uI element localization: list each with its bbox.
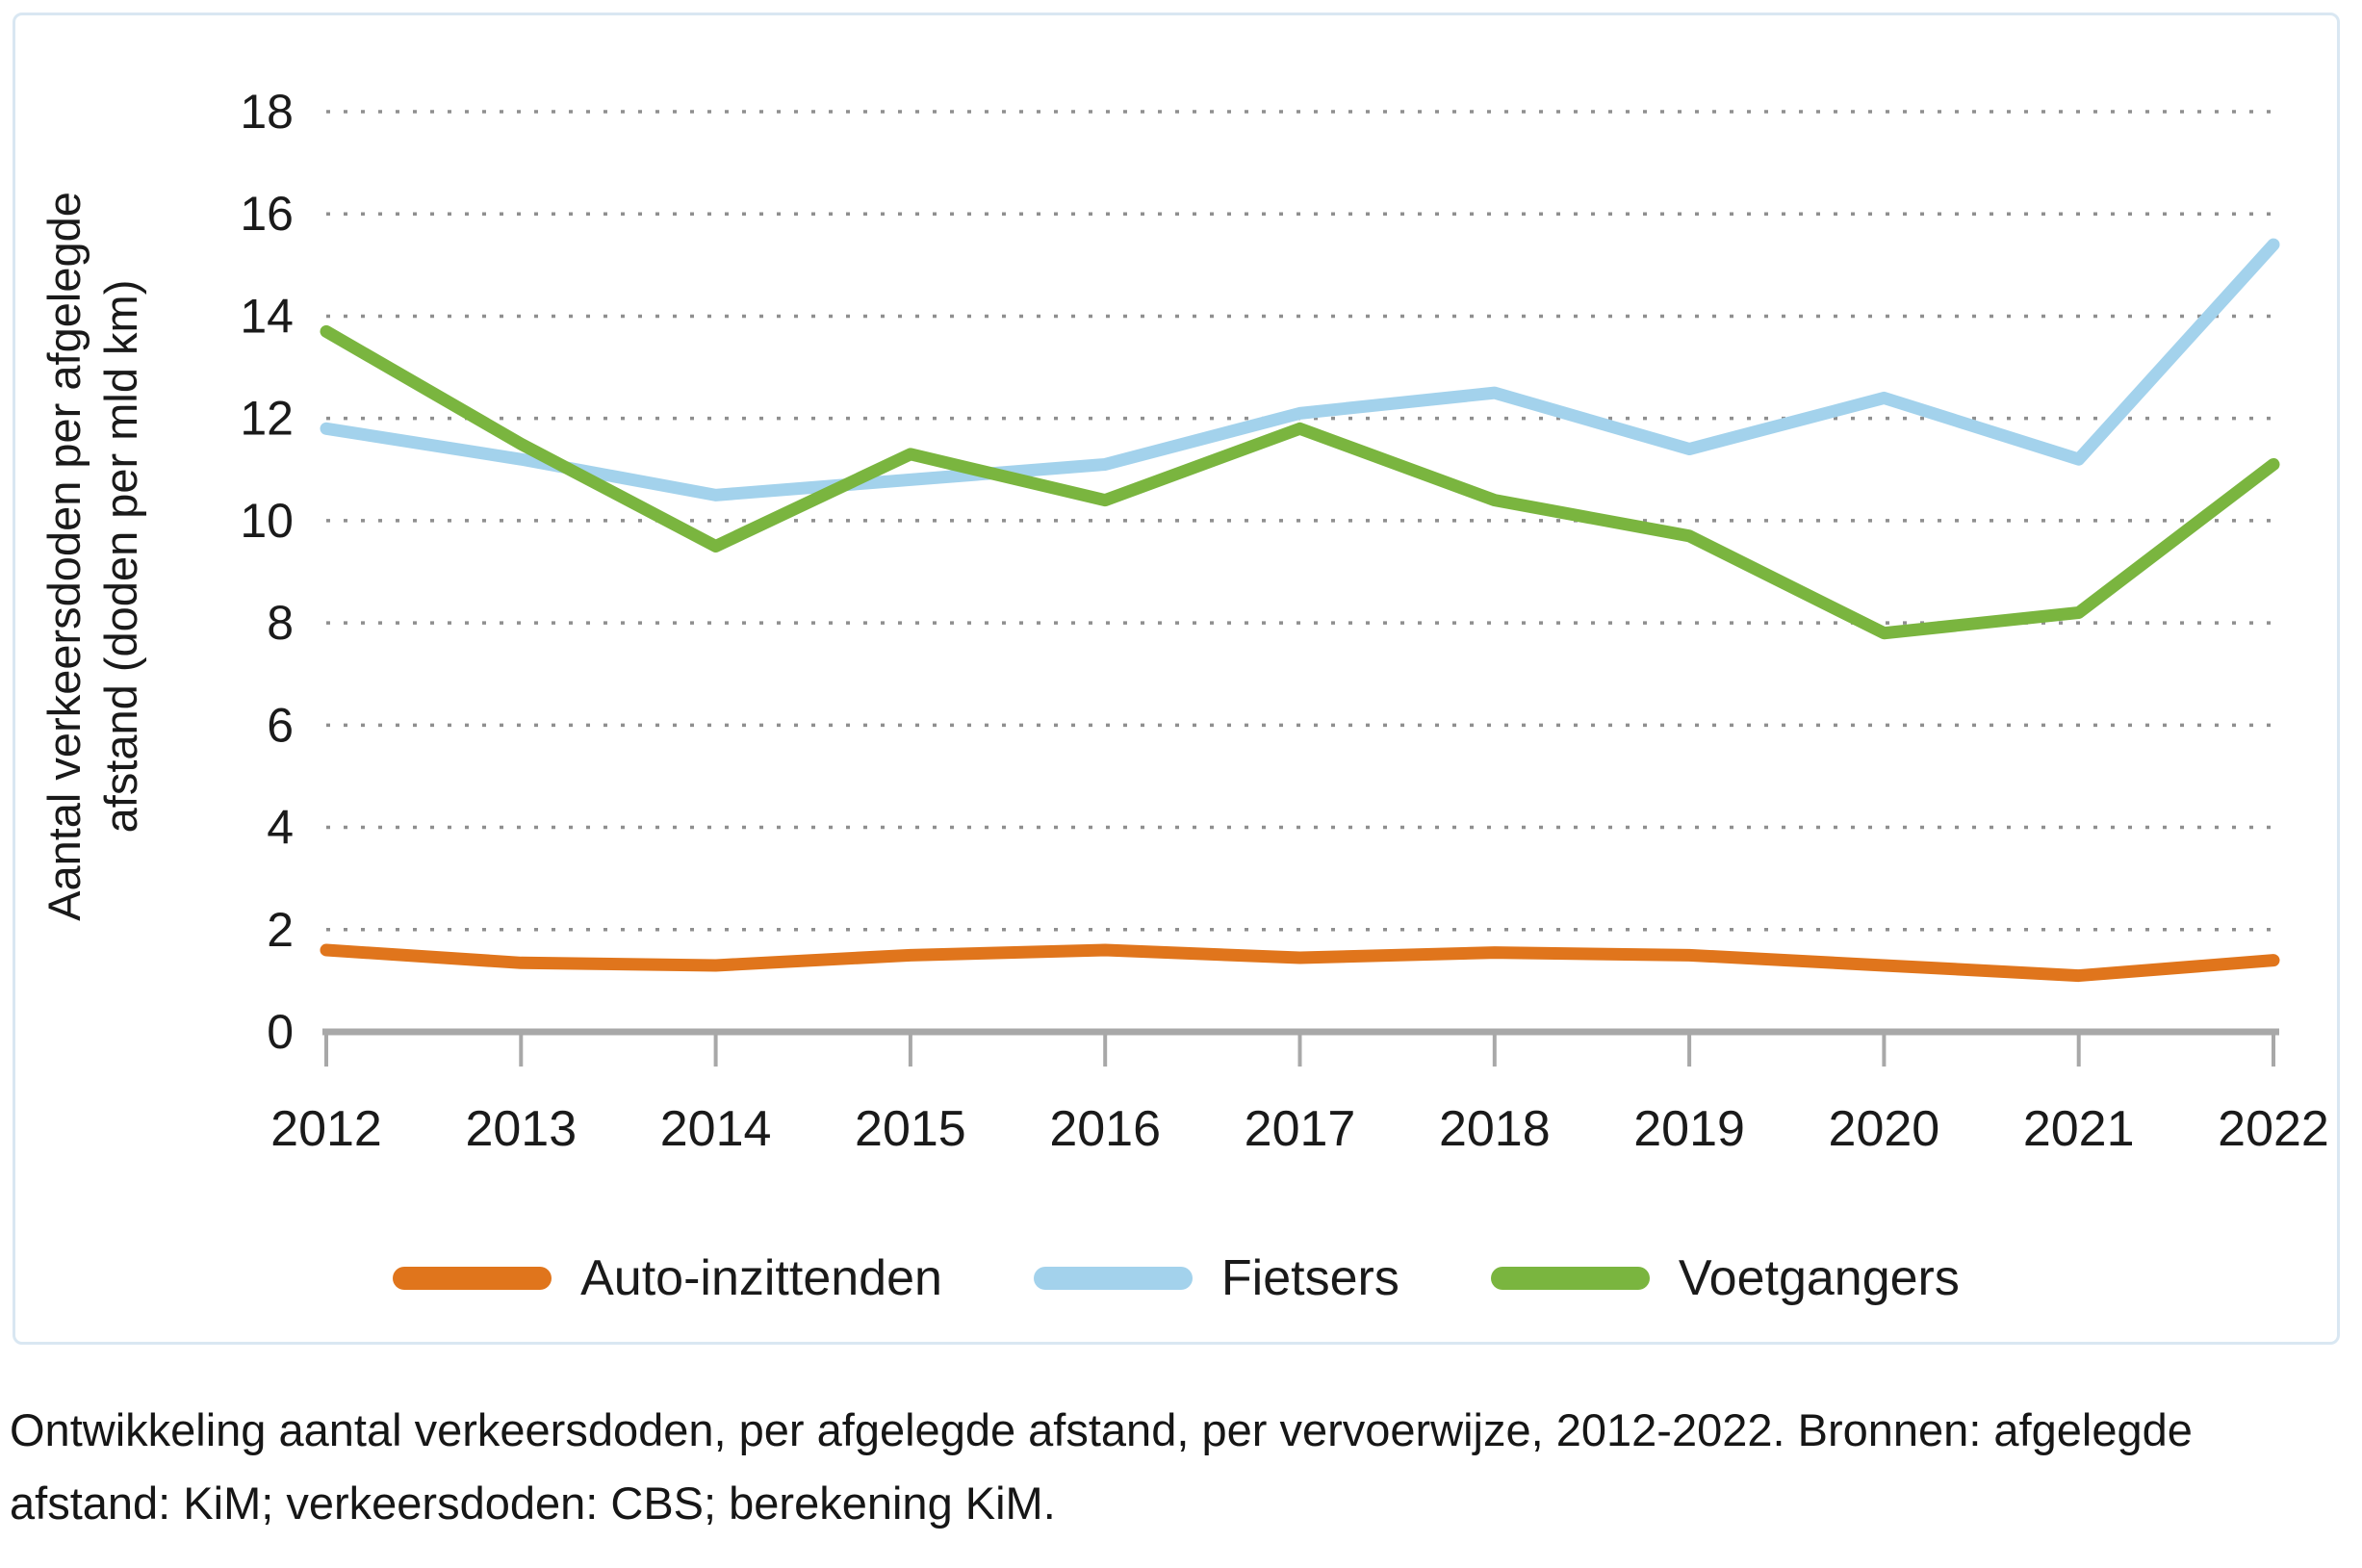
- legend-item-auto-inzittenden: Auto-inzittenden: [393, 1249, 942, 1307]
- chart-card: Aantal verkeersdoden per afgelegde afsta…: [13, 13, 2340, 1345]
- y-tick-label-12: 12: [240, 392, 294, 446]
- x-tick-label-2018: 2018: [1439, 1101, 1551, 1157]
- y-tick-label-2: 2: [267, 903, 294, 957]
- series-line-auto-inzittenden: [320, 943, 2280, 983]
- x-tick-label-2021: 2021: [2023, 1101, 2135, 1157]
- legend-item-voetgangers: Voetgangers: [1490, 1249, 1960, 1307]
- legend-label-voetgangers: Voetgangers: [1678, 1250, 1960, 1306]
- series-line-fietsers: [320, 238, 2280, 501]
- voetgangers-swatch: [1490, 1267, 1650, 1290]
- fietsers-swatch: [1033, 1267, 1193, 1290]
- x-tick-label-2014: 2014: [660, 1101, 772, 1157]
- figure-caption: Ontwikkeling aantal verkeersdoden, per a…: [10, 1404, 2193, 1529]
- y-tick-label-8: 8: [267, 596, 294, 650]
- y-tick-label-0: 0: [267, 1005, 294, 1059]
- series-line-voetgangers: [320, 324, 2280, 640]
- x-tick-label-2015: 2015: [855, 1101, 966, 1157]
- y-tick-label-18: 18: [240, 85, 294, 139]
- legend-label-auto-inzittenden: Auto-inzittenden: [580, 1250, 942, 1306]
- y-tick-label-4: 4: [267, 801, 294, 855]
- y-tick-label-16: 16: [240, 187, 294, 241]
- x-tick-label-2022: 2022: [2218, 1101, 2329, 1157]
- legend-label-fietsers: Fietsers: [1220, 1250, 1399, 1306]
- chart-legend: Auto-inzittenden Fietsers Voetgangers: [15, 1249, 2337, 1307]
- x-tick-label-2016: 2016: [1049, 1101, 1161, 1157]
- line-chart: 0 2 4 6 8 10 12 14 16 18 2012 2013 2014 2015 2016 2017 2…: [240, 85, 2329, 1157]
- y-tick-label-6: 6: [267, 698, 294, 752]
- x-tick-label-2017: 2017: [1245, 1101, 1356, 1157]
- auto-inzittenden-swatch: [393, 1267, 552, 1290]
- y-tick-label-14: 14: [240, 289, 294, 343]
- x-tick-label-2012: 2012: [270, 1101, 382, 1157]
- x-tick-label-2020: 2020: [1829, 1101, 1940, 1157]
- legend-item-fietsers: Fietsers: [1033, 1249, 1399, 1307]
- x-tick-label-2019: 2019: [1633, 1101, 1745, 1157]
- x-tick-label-2013: 2013: [465, 1101, 577, 1157]
- y-tick-label-10: 10: [240, 494, 294, 548]
